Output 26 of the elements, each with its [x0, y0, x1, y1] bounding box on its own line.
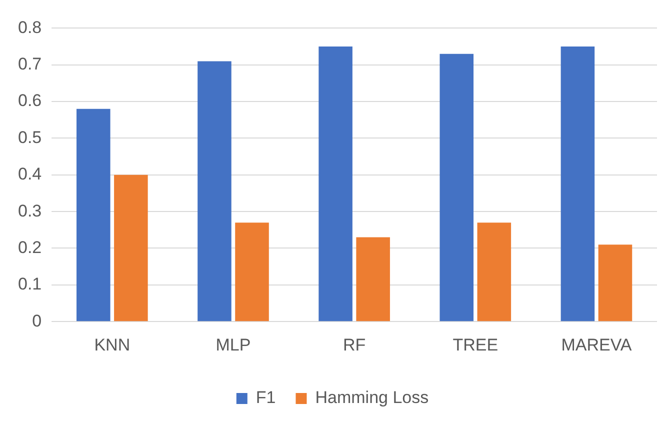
- bar: [198, 61, 232, 322]
- bar: [598, 244, 632, 322]
- x-tick-label: TREE: [452, 335, 498, 354]
- x-tick-label: MLP: [216, 335, 251, 354]
- x-tick-label: RF: [342, 335, 366, 354]
- bar: [440, 54, 474, 322]
- y-tick-label: 0.3: [18, 201, 42, 220]
- bar: [318, 46, 352, 322]
- bar: [235, 222, 269, 322]
- y-tick-label: 0.5: [18, 128, 42, 147]
- y-tick-label: 0.1: [18, 274, 42, 294]
- y-tick-label: 0: [32, 311, 42, 330]
- bar: [477, 222, 512, 322]
- x-tick-label: KNN: [94, 335, 130, 354]
- legend-label: Hamming Loss: [315, 388, 429, 408]
- y-tick-label: 0.2: [18, 238, 42, 257]
- y-tick-label: 0.6: [18, 91, 42, 110]
- bar: [76, 108, 110, 322]
- bar: [356, 237, 390, 322]
- bar: [114, 174, 148, 322]
- y-tick-label: 0.4: [18, 164, 42, 184]
- y-tick-label: 0.8: [18, 18, 42, 37]
- legend-label: F1: [256, 388, 276, 408]
- y-tick-label: 0.7: [18, 54, 42, 74]
- x-tick-label: MAREVA: [561, 335, 632, 354]
- bar: [560, 46, 595, 322]
